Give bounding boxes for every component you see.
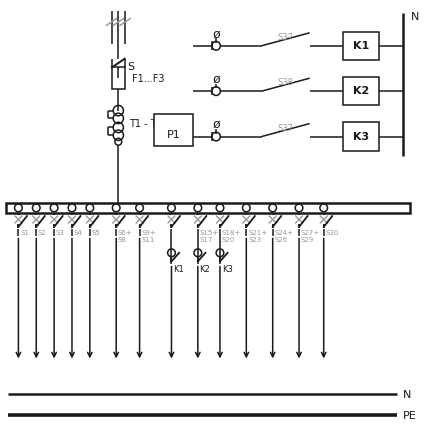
Text: F1...F3: F1...F3: [132, 74, 165, 84]
Text: N: N: [411, 12, 419, 22]
Text: K2: K2: [353, 86, 369, 96]
Text: N: N: [403, 389, 412, 399]
Text: K3: K3: [353, 132, 369, 141]
Text: S18+
S20: S18+ S20: [222, 230, 241, 242]
Text: P1: P1: [167, 130, 181, 140]
Bar: [112, 68, 125, 90]
Text: S3: S3: [56, 230, 65, 236]
Text: S5: S5: [92, 230, 100, 236]
Text: S9+
S11: S9+ S11: [141, 230, 156, 242]
Text: S30: S30: [325, 230, 339, 236]
Text: K3: K3: [222, 264, 232, 273]
Bar: [155, 115, 193, 147]
Text: T1 - T3: T1 - T3: [129, 118, 163, 128]
Text: S15+
S17: S15+ S17: [199, 230, 219, 242]
Text: S27+
S29: S27+ S29: [301, 230, 320, 242]
Text: K1: K1: [173, 264, 184, 273]
Text: S4: S4: [74, 230, 83, 236]
Text: S37: S37: [277, 123, 293, 132]
Text: S: S: [128, 62, 135, 72]
Text: S2: S2: [38, 230, 47, 236]
Text: S6+
S8: S6+ S8: [118, 230, 133, 242]
Bar: [343, 33, 379, 61]
Bar: [343, 123, 379, 151]
Text: PE: PE: [403, 411, 417, 421]
Text: S24+
S26: S24+ S26: [274, 230, 293, 242]
Text: S21+
S23: S21+ S23: [248, 230, 267, 242]
Text: S1: S1: [20, 230, 29, 236]
Text: K2: K2: [199, 264, 210, 273]
Text: S38: S38: [277, 78, 293, 87]
Text: ø: ø: [212, 118, 220, 131]
Text: ø: ø: [212, 72, 220, 85]
Bar: [6, 204, 410, 213]
Bar: [343, 78, 379, 106]
Text: S37: S37: [277, 33, 293, 42]
Text: K1: K1: [353, 41, 369, 51]
Text: ø: ø: [212, 27, 220, 40]
